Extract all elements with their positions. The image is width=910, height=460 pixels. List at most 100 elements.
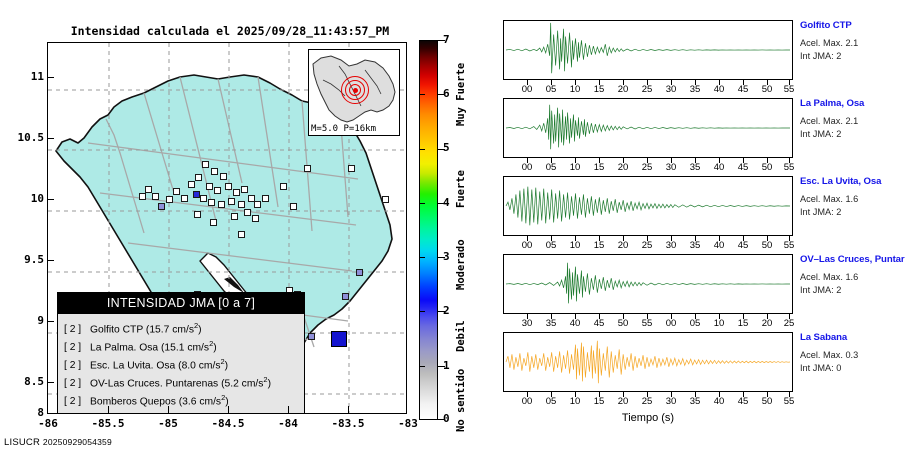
axis-tick-label: 25 xyxy=(641,240,653,251)
axis-tick-label: 45 xyxy=(593,318,605,329)
station-jma: Int JMA: 2 xyxy=(800,207,842,217)
axis-tick-label: 20 xyxy=(617,84,629,95)
axis-tick-label: 40 xyxy=(713,396,725,407)
legend-item-name: La Palma. Osa xyxy=(90,342,159,354)
station-marker xyxy=(173,188,180,195)
station-marker xyxy=(218,201,225,208)
axis-tick-label: 15 xyxy=(593,396,605,407)
waveform-svg xyxy=(505,340,791,384)
axis-tick-label: 40 xyxy=(569,318,581,329)
map-x-tick: -83.5 xyxy=(331,417,365,430)
map-y-tick: 8.5 xyxy=(24,375,44,388)
colorbar-band-label: Debil xyxy=(455,320,467,352)
legend-item-value: (15.1 cm/s xyxy=(160,342,210,354)
station-marker-high-intensity xyxy=(331,331,347,347)
legend-item-name: OV-Las Cruces. Puntarenas xyxy=(90,378,219,390)
station-marker xyxy=(166,196,173,203)
axis-tick-label: 05 xyxy=(545,84,557,95)
station-marker xyxy=(238,201,245,208)
legend-item-value: (5.2 cm/s xyxy=(221,378,264,390)
station-marker xyxy=(206,183,213,190)
map-x-tick: -84.5 xyxy=(211,417,245,430)
axis-tick-label: 35 xyxy=(689,240,701,251)
axis-tick-label: 40 xyxy=(713,240,725,251)
waveform-svg xyxy=(505,186,791,226)
colorbar-band-label: Moderado xyxy=(455,239,467,290)
inset-map-svg xyxy=(309,50,399,135)
axis-tick-label: 50 xyxy=(617,318,629,329)
station-jma: Int JMA: 2 xyxy=(800,285,842,295)
waveform-1 xyxy=(505,104,791,150)
legend-item: [ 2 ] Golfito CTP (15.7 cm/s2) xyxy=(64,321,202,336)
axis-tick-label: 25 xyxy=(641,162,653,173)
axis-tick-label: 30 xyxy=(521,318,533,329)
station-marker xyxy=(241,186,248,193)
axis-tick-label: 05 xyxy=(545,162,557,173)
map-plot-frame: M=5.0 P=16km INTENSIDAD JMA [0 a 7] [ 2 … xyxy=(47,42,407,414)
seismogram-info: La Palma, Osa Acel. Max. 2.1 Int JMA: 2 xyxy=(800,98,910,139)
axis-tick-label: 45 xyxy=(737,396,749,407)
footer-source: LISUCR xyxy=(4,437,41,448)
axis-tick-label: 40 xyxy=(713,84,725,95)
legend-item-name: Bomberos Quepos xyxy=(90,396,176,408)
axis-tick-label: 10 xyxy=(569,162,581,173)
station-accel: Acel. Max. 0.3 xyxy=(800,350,859,360)
seismogram-row: 00 05 10 15 20 25 30 35 40 45 50 55 La P… xyxy=(470,98,910,173)
station-marker xyxy=(248,195,255,202)
axis-tick-label: 25 xyxy=(783,318,795,329)
station-marker xyxy=(194,211,201,218)
colorbar-tick: 6 xyxy=(443,87,450,100)
seismogram-info: OV–Las Cruces, Puntar Acel. Max. 1.6 Int… xyxy=(800,254,910,295)
station-name: Golfito CTP xyxy=(800,20,852,31)
inset-magnitude-label: M=5.0 P=16km xyxy=(311,124,377,134)
axis-tick-label: 20 xyxy=(617,240,629,251)
axis-tick-label: 30 xyxy=(665,396,677,407)
intensity-colorbar: 7 6 5 4 3 2 1 0 Muy Fuerte Fuerte Modera… xyxy=(419,33,471,432)
station-marker xyxy=(220,173,227,180)
axis-tick-label: 20 xyxy=(617,396,629,407)
seismogram-row: 00 05 10 15 20 25 30 35 40 45 50 55 La S… xyxy=(470,332,910,407)
legend-item-count: [ 2 ] xyxy=(64,378,82,390)
axis-tick-label: 25 xyxy=(641,84,653,95)
station-marker xyxy=(210,219,217,226)
map-panel: Intensidad calculada el 2025/09/28_11:43… xyxy=(4,24,471,448)
axis-tick-label: 40 xyxy=(713,162,725,173)
legend-item-value: (3.6 cm/s xyxy=(178,396,222,408)
station-accel: Acel. Max. 1.6 xyxy=(800,272,859,282)
regional-inset-map: M=5.0 P=16km xyxy=(308,49,400,136)
axis-tick-label: 15 xyxy=(593,84,605,95)
axis-tick-label: 05 xyxy=(545,396,557,407)
station-marker xyxy=(228,198,235,205)
seismogram-row: 00 05 10 15 20 25 30 35 40 45 50 55 Esc.… xyxy=(470,176,910,251)
axis-tick-label: 00 xyxy=(665,318,677,329)
seismogram-trace-frame xyxy=(503,176,793,236)
legend-item: [ 2 ] La Palma. Osa (15.1 cm/s2) xyxy=(64,339,217,354)
waveform-svg xyxy=(505,104,791,150)
legend-item-name: Esc. La Uvita. Osa xyxy=(90,360,176,372)
page-title: Intensidad calculada el 2025/09/28_11:43… xyxy=(70,24,390,38)
legend-list: [ 2 ] Golfito CTP (15.7 cm/s2) [ 2 ] La Pa… xyxy=(58,314,304,413)
seismogram-axis: 00 05 10 15 20 25 30 35 40 45 50 55 xyxy=(503,392,794,408)
waveform-2 xyxy=(505,186,791,226)
waveform-0 xyxy=(505,22,791,74)
station-marker xyxy=(308,333,315,340)
legend-item-count: [ 2 ] xyxy=(64,360,82,372)
station-marker xyxy=(152,193,159,200)
axis-tick-label: 55 xyxy=(783,396,795,407)
station-marker xyxy=(211,168,218,175)
axis-tick-label: 30 xyxy=(665,162,677,173)
axis-tick-label: 15 xyxy=(737,318,749,329)
colorbar-band-label: Muy Fuerte xyxy=(455,62,467,126)
seismogram-info: Esc. La Uvita, Osa Acel. Max. 1.6 Int JM… xyxy=(800,176,910,217)
station-marker xyxy=(200,195,207,202)
map-x-tick: -84 xyxy=(278,417,298,430)
legend-item: [ 2 ] OV-Las Cruces. Puntarenas (5.2 cm/s… xyxy=(64,375,272,390)
map-y-tick: 11 xyxy=(30,70,44,83)
station-marker xyxy=(158,203,165,210)
axis-tick-label: 10 xyxy=(713,318,725,329)
map-y-tick: 9 xyxy=(37,314,44,327)
axis-tick-label: 45 xyxy=(737,240,749,251)
station-jma: Int JMA: 2 xyxy=(800,51,842,61)
axis-tick-label: 35 xyxy=(545,318,557,329)
map-x-tick: -85 xyxy=(158,417,178,430)
